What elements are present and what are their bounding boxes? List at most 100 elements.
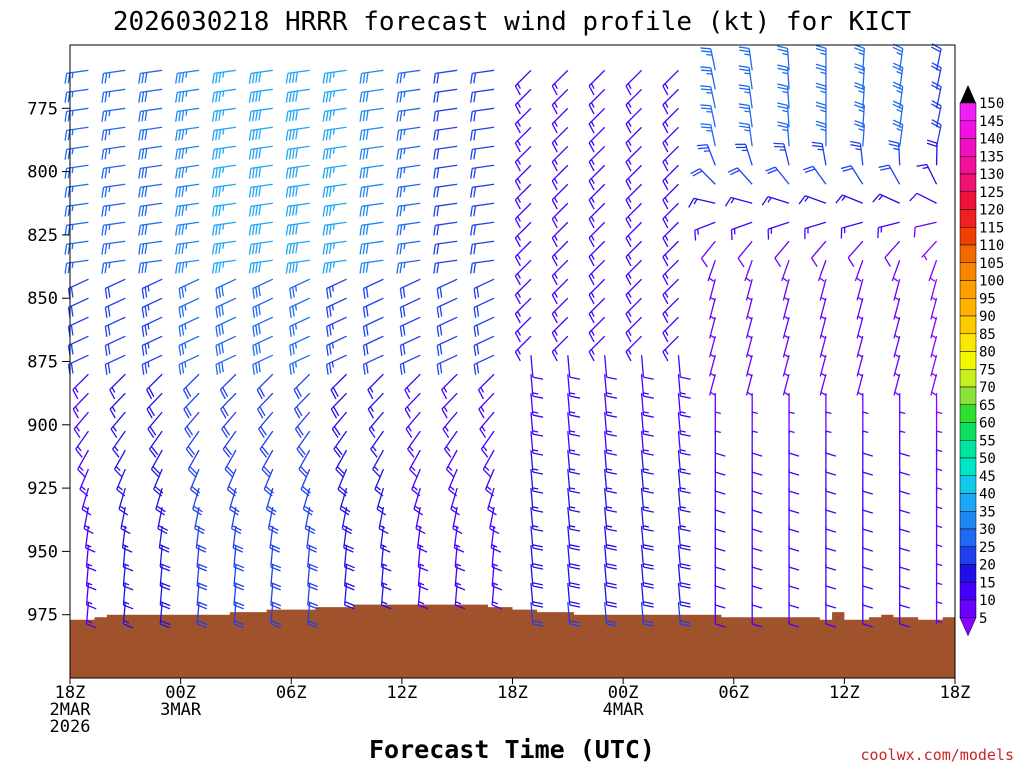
barb-flag-half bbox=[532, 506, 539, 509]
barb-staff bbox=[324, 126, 347, 131]
barb-staff bbox=[150, 449, 163, 470]
barb-staff bbox=[745, 279, 753, 301]
wind-barb bbox=[788, 488, 800, 514]
barb-flag-full bbox=[436, 205, 440, 217]
barb-flag-half bbox=[664, 311, 669, 317]
wind-barb bbox=[450, 487, 460, 516]
barb-flag-full bbox=[569, 582, 580, 586]
barb-flag-full bbox=[325, 224, 329, 236]
barb-flag-full bbox=[362, 326, 366, 337]
barb-staff bbox=[551, 183, 569, 201]
barb-flag-half bbox=[936, 430, 943, 434]
barb-staff bbox=[640, 582, 645, 606]
barb-flag-full bbox=[359, 244, 363, 255]
barb-flag-full bbox=[251, 262, 255, 274]
barb-staff bbox=[708, 373, 716, 396]
barb-staff bbox=[935, 86, 942, 109]
barb-staff bbox=[737, 167, 753, 185]
barb-flag-full bbox=[815, 44, 827, 49]
barb-flag-full bbox=[606, 620, 617, 624]
barb-flag-full bbox=[752, 509, 763, 514]
barb-staff bbox=[159, 545, 163, 568]
barb-flag-full bbox=[436, 288, 440, 299]
barb-flag-full bbox=[359, 206, 363, 217]
barb-flag-full bbox=[854, 120, 865, 125]
barb-flag-full bbox=[532, 547, 544, 551]
barb-staff bbox=[435, 221, 458, 226]
wind-barb bbox=[104, 335, 126, 356]
wind-barb bbox=[362, 297, 384, 318]
wind-barb bbox=[104, 354, 126, 375]
barb-staff bbox=[361, 69, 384, 75]
wind-barb bbox=[825, 583, 837, 609]
wind-barb bbox=[322, 183, 347, 198]
wind-barb bbox=[396, 69, 421, 84]
barb-flag-full bbox=[222, 448, 231, 458]
barb-flag-half bbox=[899, 430, 906, 434]
barb-flag-full bbox=[255, 148, 259, 159]
wind-barb bbox=[935, 469, 943, 492]
wind-barb bbox=[588, 278, 606, 305]
barb-flag-full bbox=[328, 205, 332, 216]
wind-barb bbox=[777, 83, 790, 109]
barb-flag-full bbox=[931, 84, 941, 91]
wind-barb bbox=[109, 373, 126, 400]
wind-barb bbox=[677, 393, 691, 418]
barb-flag-full bbox=[365, 167, 369, 178]
wind-barb bbox=[930, 373, 938, 396]
barb-flag-full bbox=[700, 66, 711, 69]
barb-staff bbox=[514, 126, 532, 144]
barb-staff bbox=[185, 430, 200, 450]
wind-barb bbox=[640, 545, 654, 570]
barb-flag-full bbox=[899, 490, 910, 495]
barb-flag-half bbox=[108, 110, 111, 117]
barb-flag-full bbox=[195, 524, 205, 531]
barb-flag-half bbox=[936, 525, 943, 529]
barb-flag-full bbox=[104, 167, 108, 179]
barb-flag-full bbox=[175, 263, 178, 274]
barb-staff bbox=[921, 240, 938, 258]
wind-barb bbox=[433, 259, 458, 274]
barb-staff bbox=[407, 430, 421, 450]
barb-flag-full bbox=[359, 225, 363, 236]
barb-staff bbox=[514, 183, 532, 201]
barb-flag-full bbox=[899, 585, 910, 590]
barb-flag-full bbox=[104, 224, 108, 236]
barb-flag-full bbox=[679, 544, 691, 548]
barb-staff bbox=[445, 449, 458, 470]
barb-flag-full bbox=[452, 528, 463, 535]
barb-flag-full bbox=[251, 205, 255, 217]
barb-flag-full bbox=[325, 186, 329, 198]
barb-flag-full bbox=[396, 206, 400, 217]
barb-staff bbox=[287, 69, 310, 75]
barb-staff bbox=[287, 240, 310, 245]
barb-staff bbox=[640, 488, 645, 511]
barb-staff bbox=[81, 487, 90, 510]
wind-barb bbox=[141, 335, 163, 356]
barb-flag-half bbox=[752, 430, 758, 434]
wind-barb bbox=[285, 145, 310, 160]
barb-flag-half bbox=[664, 254, 669, 260]
wind-barb bbox=[514, 335, 532, 362]
barb-flag-full bbox=[215, 205, 218, 217]
barb-staff bbox=[326, 297, 347, 309]
barb-flag-full bbox=[700, 88, 712, 91]
wind-barb bbox=[219, 373, 237, 400]
barb-flag-full bbox=[788, 528, 800, 533]
barb-staff bbox=[530, 601, 534, 625]
barb-flag-full bbox=[285, 225, 289, 236]
wind-barb bbox=[175, 183, 200, 198]
barb-staff bbox=[177, 69, 200, 75]
barb-flag-full bbox=[221, 323, 224, 335]
barb-flag-full bbox=[325, 148, 329, 160]
barb-flag-full bbox=[854, 104, 865, 110]
barb-flag-full bbox=[862, 547, 873, 552]
barb-staff bbox=[287, 221, 310, 226]
barb-flag-full bbox=[178, 186, 182, 198]
barb-flag-full bbox=[144, 344, 148, 355]
wind-barb bbox=[856, 336, 864, 358]
x-axis-label: Forecast Time (UTC) bbox=[369, 735, 655, 764]
wind-barb bbox=[604, 526, 617, 551]
barb-flag-full bbox=[218, 205, 222, 216]
